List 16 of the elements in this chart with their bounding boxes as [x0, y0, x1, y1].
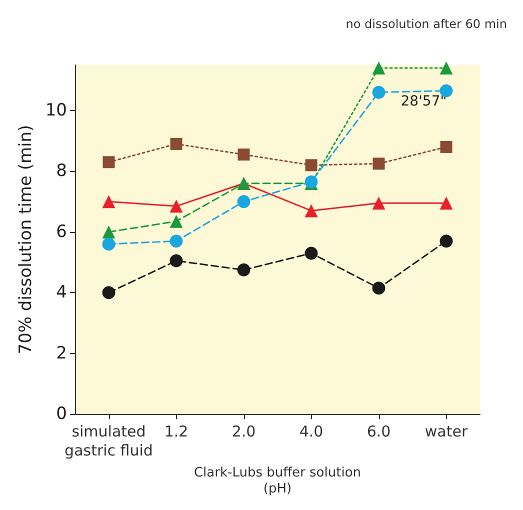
y-tick-label: 8: [56, 161, 67, 182]
y-tick-label: 2: [56, 343, 67, 364]
annotation: 28'57": [400, 93, 447, 110]
y-tick-label: 10: [45, 100, 67, 121]
x-tick-label: 2.0: [232, 422, 256, 441]
x-tick-label: 4.0: [299, 422, 324, 441]
y-tick-label: 0: [56, 404, 67, 424]
y-tick-label: 6: [56, 222, 67, 242]
y-tick-label: 4: [56, 282, 67, 303]
x-tick-label: 1.2: [164, 422, 188, 441]
x-tick-label: water: [424, 422, 468, 441]
text: no dissolution after 60 min: [346, 17, 508, 31]
y-axis-title: 70% dissolution time (min): [16, 124, 36, 354]
x-tick-label: 6.0: [366, 422, 391, 441]
x-tick-label: simulated gastric fluid: [64, 422, 153, 460]
x-axis-title: Clark-Lubs buffer solution (pH): [194, 466, 362, 496]
